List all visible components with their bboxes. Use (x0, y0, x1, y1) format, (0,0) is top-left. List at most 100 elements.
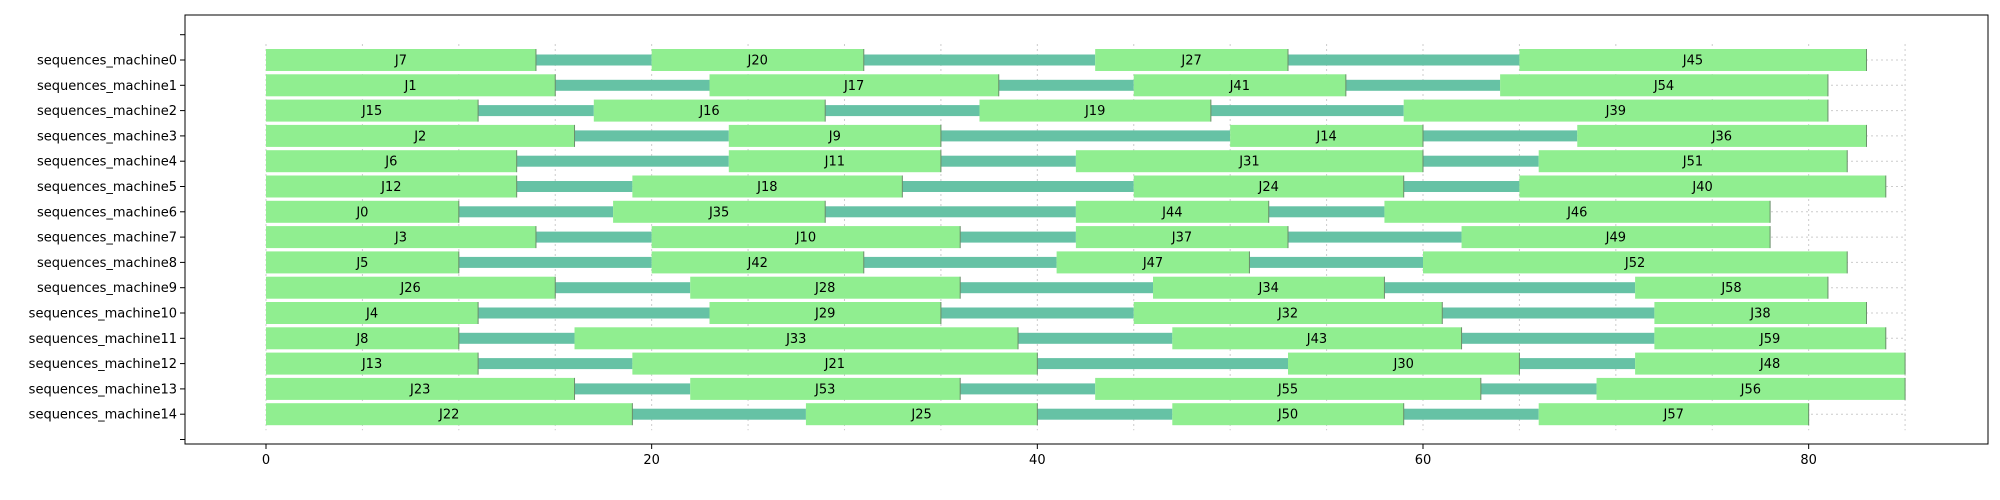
job-bar (728, 124, 941, 147)
job-label: J23 (409, 382, 430, 397)
job-label: J58 (1720, 281, 1741, 296)
job-label: J5 (355, 256, 368, 271)
y-tick-label: sequences_machine1 (37, 79, 177, 94)
job-bar (1519, 175, 1886, 198)
connector-bar (478, 105, 594, 117)
job-label: J55 (1277, 382, 1298, 397)
connector-bar (535, 231, 652, 243)
job-bar (709, 74, 999, 97)
connector-bar (960, 282, 1154, 294)
y-tick-label: sequences_machine6 (37, 205, 177, 220)
connector-bar (960, 383, 1096, 395)
job-label: J36 (1711, 129, 1732, 144)
job-label: J13 (361, 357, 382, 372)
job-label: J31 (1238, 155, 1259, 170)
job-label: J37 (1171, 231, 1192, 246)
job-bar (574, 327, 1019, 350)
connector-bar (1018, 332, 1173, 344)
connector-bar (1210, 105, 1404, 117)
job-label: J28 (814, 281, 835, 296)
y-axis: sequences_machine0 sequences_machine1sequ… (29, 34, 185, 440)
job-bar (1519, 49, 1867, 71)
job-bar (1577, 124, 1867, 147)
job-label: J3 (394, 231, 407, 246)
job-label: J42 (747, 256, 768, 271)
job-bar (265, 99, 479, 122)
job-bar (1500, 74, 1828, 97)
connector-bar (1422, 130, 1578, 142)
connector-bar (825, 105, 980, 117)
job-label: J25 (910, 408, 931, 423)
connector-bar (458, 332, 575, 344)
connector-bar (555, 282, 691, 294)
job-bar (1654, 302, 1867, 324)
job-bar (1153, 276, 1385, 299)
job-label: J56 (1740, 382, 1761, 397)
job-bar (651, 226, 961, 249)
connector-bar (1519, 358, 1636, 370)
job-label: J2 (413, 129, 426, 144)
y-tick-label: sequences_machine8 (37, 256, 177, 271)
job-label: J22 (438, 408, 459, 423)
job-bar (1288, 352, 1520, 375)
connector-bar (1480, 383, 1597, 395)
connector-bar (535, 54, 652, 66)
job-label: J0 (355, 205, 368, 220)
job-bar (265, 49, 536, 71)
y-tick-label: sequences_machine0 (37, 54, 177, 69)
job-label: J14 (1315, 129, 1336, 144)
connector-bar (632, 408, 806, 420)
job-bar (1095, 49, 1289, 71)
job-bar (1133, 74, 1346, 97)
connector-bar (1403, 181, 1520, 192)
y-tick-label: sequences_machine13 (29, 382, 177, 397)
connector-bar (516, 155, 729, 167)
x-tick-label: 80 (1800, 453, 1817, 468)
connector-bar (863, 54, 1096, 66)
job-label: J35 (708, 205, 729, 220)
job-label: J39 (1605, 104, 1626, 119)
connector-bar (863, 256, 1057, 268)
job-bar (1635, 276, 1828, 299)
connector-bar (574, 130, 729, 142)
job-label: J38 (1749, 307, 1770, 322)
connector-bar (516, 181, 633, 192)
connector-bar (458, 206, 614, 218)
job-bar (1075, 226, 1289, 249)
connector-bar (574, 383, 691, 395)
job-bar (265, 403, 633, 426)
job-bar (979, 99, 1211, 122)
plot-frame (184, 14, 1989, 445)
job-bar (613, 200, 826, 223)
job-bar (593, 99, 826, 122)
y-tick-label: sequences_machine9 (37, 281, 177, 296)
job-bar (265, 276, 556, 299)
y-tick-label: sequences_machine11 (29, 332, 177, 347)
job-bar (651, 49, 864, 71)
job-bar (1075, 150, 1423, 173)
job-label: J9 (828, 129, 841, 144)
job-bar (265, 302, 479, 324)
job-label: J12 (380, 180, 401, 195)
connector-bar (458, 256, 652, 268)
job-label: J44 (1161, 205, 1182, 220)
connector-bar (940, 307, 1134, 319)
job-bar (1056, 251, 1250, 274)
job-bar (709, 302, 941, 324)
job-bar (265, 124, 575, 147)
job-bar (265, 251, 459, 274)
job-bar (1538, 403, 1809, 426)
connector-bars (458, 54, 1655, 420)
x-tick-label: 60 (1415, 453, 1432, 468)
connector-bar (998, 79, 1134, 91)
job-bar (265, 352, 479, 375)
job-bar (1133, 175, 1404, 198)
job-label: J19 (1084, 104, 1105, 119)
job-label: J11 (824, 155, 845, 170)
job-label: J8 (355, 332, 368, 347)
y-tick-label: sequences_machine10 (29, 307, 177, 322)
job-label: J16 (698, 104, 719, 119)
job-bar (632, 352, 1038, 375)
job-bar (690, 377, 961, 400)
connector-bar (940, 130, 1231, 142)
